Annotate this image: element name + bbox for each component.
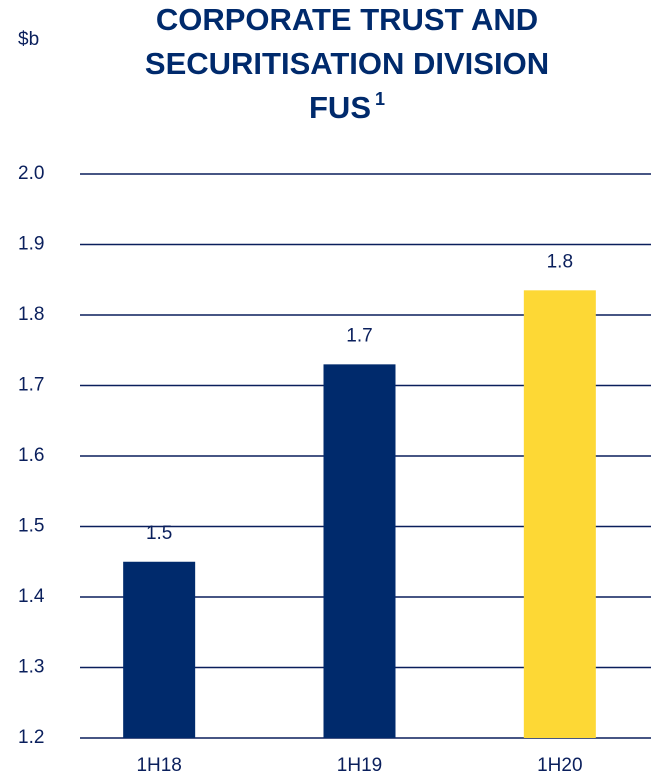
- chart-title: FUS: [309, 90, 371, 125]
- value-label: 1.7: [346, 325, 372, 346]
- y-tick-label: 1.3: [18, 657, 44, 678]
- y-tick-label: 1.2: [18, 727, 44, 748]
- y-tick-label: 1.7: [18, 375, 44, 396]
- y-tick-label: 1.6: [18, 445, 44, 466]
- chart-title: SECURITISATION DIVISION: [145, 46, 549, 81]
- chart-title: CORPORATE TRUST AND: [156, 2, 538, 37]
- y-tick-label: 2.0: [18, 163, 44, 184]
- value-label: 1.8: [547, 251, 573, 272]
- title-footnote: 1: [375, 89, 385, 109]
- value-label: 1.5: [146, 523, 172, 544]
- bar: [523, 290, 596, 738]
- unit-label: $b: [18, 29, 39, 50]
- x-tick-label: 1H20: [537, 755, 582, 776]
- y-tick-label: 1.4: [18, 586, 45, 607]
- y-tick-label: 1.5: [18, 516, 44, 537]
- x-tick-label: 1H19: [337, 755, 382, 776]
- y-tick-label: 1.9: [18, 234, 44, 255]
- bar: [323, 364, 396, 738]
- x-tick-label: 1H18: [136, 755, 181, 776]
- bar: [123, 561, 196, 738]
- y-tick-label: 1.8: [18, 304, 44, 325]
